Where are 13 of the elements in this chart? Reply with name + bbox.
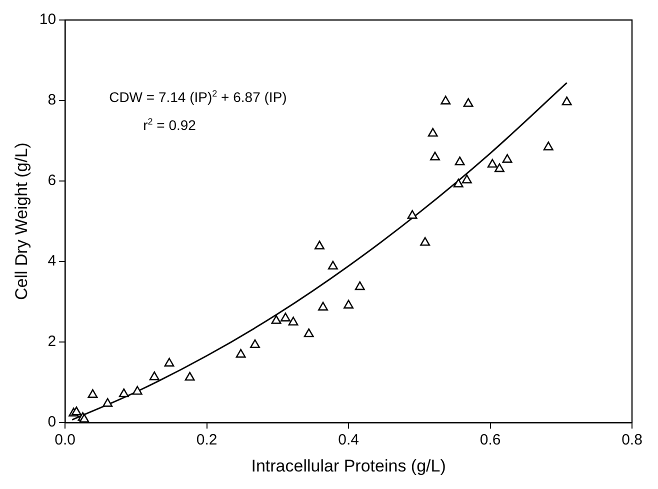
y-axis-title: Cell Dry Weight (g/L) <box>12 142 31 300</box>
x-tick-label: 0.2 <box>196 432 218 449</box>
y-tick-label: 2 <box>48 333 56 350</box>
y-tick-label: 6 <box>48 172 56 190</box>
y-tick-label: 10 <box>39 11 56 28</box>
x-tick-label: 0.0 <box>54 432 76 449</box>
x-tick-label: 0.4 <box>338 432 359 449</box>
y-tick-label: 8 <box>48 92 56 109</box>
x-tick-label: 0.6 <box>480 432 501 449</box>
x-axis-title: Intracellular Proteins (g/L) <box>251 456 446 476</box>
y-tick-label: 4 <box>48 252 56 270</box>
y-tick-label: 0 <box>48 414 56 431</box>
x-tick-label: 0.8 <box>622 432 642 449</box>
